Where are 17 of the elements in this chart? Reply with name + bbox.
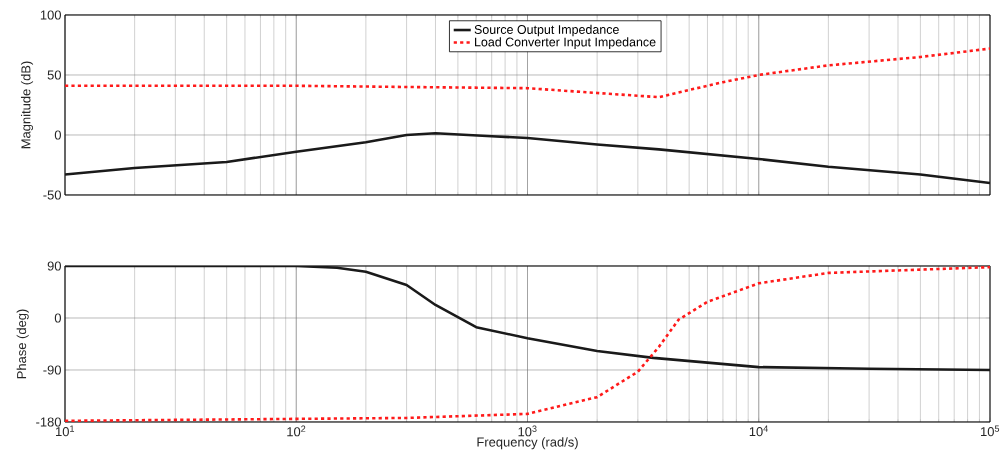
y-tick-label: -180: [36, 417, 61, 427]
x-axis-title: Frequency (rad/s): [477, 437, 578, 450]
x-tick-label: 10$^{4}$: [749, 425, 768, 437]
legend-label: Load Converter Input Impedance: [475, 37, 656, 49]
y-axis-title: Phase (deg): [16, 309, 29, 379]
y-tick-label: 100: [40, 10, 61, 20]
y-tick-label: 0: [54, 313, 61, 323]
y-tick-label: 90: [47, 261, 61, 271]
y-axis-title: Magnitude (dB): [20, 61, 34, 149]
legend-label: Source Output Impedance: [474, 24, 619, 37]
x-tick-label: 10$^{5}$: [981, 425, 1000, 437]
y-tick-label: -50: [43, 190, 61, 200]
y-tick-label: 50: [47, 70, 61, 80]
x-tick-label: 10$^{3}$: [518, 425, 537, 437]
x-tick-label: 10$^{2}$: [287, 425, 306, 437]
y-tick-label: 0: [54, 130, 61, 140]
y-tick-label: -90: [43, 365, 61, 375]
